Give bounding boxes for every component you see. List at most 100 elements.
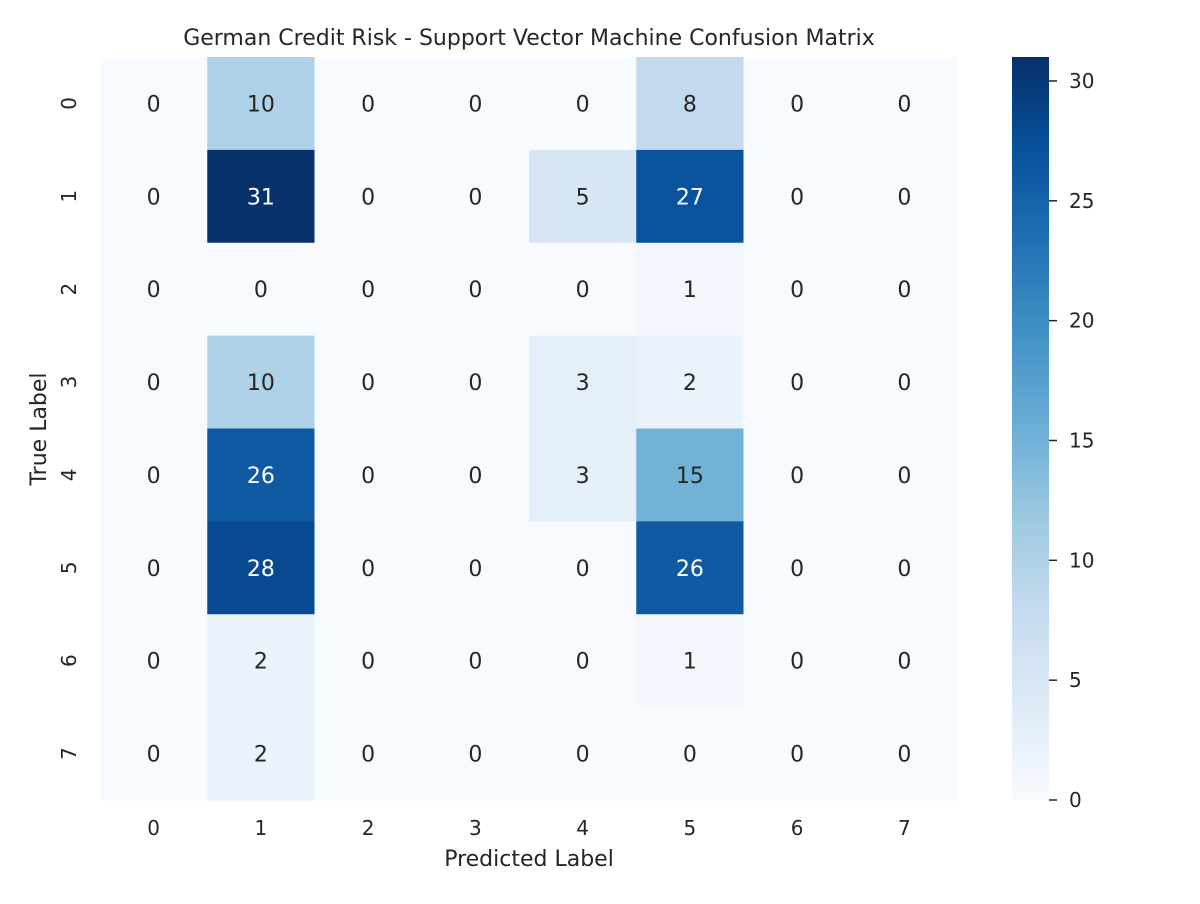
- cell-value-label: 0: [468, 371, 482, 396]
- heatmap-cell: [743, 614, 852, 708]
- x-tick-label: 6: [791, 816, 804, 840]
- cell-value-label: 26: [247, 464, 275, 489]
- cell-value-label: 0: [790, 278, 804, 303]
- heatmap-cell: [743, 521, 852, 615]
- heatmap-cell: [421, 428, 530, 522]
- cell-value-label: 0: [468, 743, 482, 768]
- cell-value-label: 0: [147, 185, 161, 210]
- heatmap-cell: [421, 242, 530, 337]
- heatmap-cell: [529, 428, 637, 522]
- heatmap-cell: [314, 707, 423, 801]
- cell-value-label: 8: [683, 92, 697, 117]
- heatmap-cell: [421, 335, 530, 430]
- cell-value-label: 0: [361, 650, 375, 675]
- cell-value-label: 5: [576, 185, 590, 210]
- cell-value-label: 26: [676, 557, 704, 582]
- heatmap-cell: [421, 521, 530, 615]
- heatmap-cell: [314, 242, 423, 337]
- heatmap-cell: [529, 149, 637, 244]
- heatmap-cell: [850, 428, 959, 522]
- heatmap-cell: [636, 707, 744, 801]
- heatmap-cell: [314, 614, 423, 708]
- cell-value-label: 1: [683, 650, 697, 675]
- heatmap-cell: [850, 521, 959, 615]
- cell-value-label: 0: [897, 650, 911, 675]
- cell-value-label: 0: [468, 650, 482, 675]
- cell-value-label: 0: [576, 557, 590, 582]
- x-tick-label: 1: [255, 816, 268, 840]
- x-tick-label: 5: [684, 816, 697, 840]
- x-axis-label: Predicted Label: [444, 847, 614, 872]
- cell-value-label: 0: [790, 650, 804, 675]
- cell-value-label: 0: [790, 185, 804, 210]
- cell-value-label: 0: [576, 743, 590, 768]
- heatmap-cells: [100, 57, 959, 801]
- cell-value-label: 0: [790, 92, 804, 117]
- cell-value-label: 15: [676, 464, 704, 489]
- cell-value-label: 0: [897, 92, 911, 117]
- heatmap-cell: [743, 428, 852, 522]
- cell-value-label: 0: [147, 650, 161, 675]
- heatmap-cell: [850, 242, 959, 337]
- cell-value-label: 3: [576, 371, 590, 396]
- heatmap-cell: [636, 521, 744, 615]
- x-tick-label: 2: [362, 816, 375, 840]
- heatmap-cell: [207, 57, 315, 151]
- heatmap-cell: [421, 149, 530, 244]
- cell-value-label: 0: [361, 743, 375, 768]
- heatmap-cell: [743, 242, 852, 337]
- cell-value-label: 27: [676, 185, 704, 210]
- heatmap-cell: [636, 149, 744, 244]
- cell-value-label: 0: [790, 464, 804, 489]
- colorbar-tick-label: 0: [1069, 788, 1082, 812]
- cell-value-label: 0: [147, 557, 161, 582]
- heatmap-cell: [100, 57, 208, 151]
- cell-value-label: 0: [361, 464, 375, 489]
- colorbar: 0 5 10 15 20 25 30: [1012, 57, 1094, 812]
- heatmap-cell: [314, 335, 423, 430]
- heatmap-cell: [100, 707, 208, 801]
- heatmap-cell: [207, 242, 315, 337]
- cell-value-label: 0: [897, 464, 911, 489]
- y-tick-label: 2: [57, 283, 81, 296]
- y-tick-label: 6: [57, 654, 81, 667]
- cell-value-label: 10: [247, 371, 275, 396]
- cell-value-label: 0: [468, 557, 482, 582]
- heatmap-cell: [850, 335, 959, 430]
- cell-value-label: 0: [897, 743, 911, 768]
- heatmap-cell: [100, 614, 208, 708]
- heatmap-cell: [100, 521, 208, 615]
- heatmap-cell: [743, 707, 852, 801]
- y-tick-label: 4: [57, 469, 81, 482]
- cell-value-label: 0: [468, 185, 482, 210]
- y-tick-label: 3: [57, 376, 81, 389]
- cell-value-label: 2: [683, 371, 697, 396]
- cell-value-label: 0: [147, 464, 161, 489]
- x-tick-label: 4: [576, 816, 589, 840]
- heatmap-cell: [743, 149, 852, 244]
- cell-value-label: 31: [247, 185, 275, 210]
- x-tick-label: 3: [469, 816, 482, 840]
- cell-value-label: 0: [897, 557, 911, 582]
- x-tick-label: 7: [898, 816, 911, 840]
- heatmap-cell: [207, 707, 315, 801]
- heatmap-cell: [529, 707, 637, 801]
- heatmap-cell: [850, 149, 959, 244]
- heatmap-cell: [314, 521, 423, 615]
- cell-value-label: 10: [247, 92, 275, 117]
- heatmap-cell: [529, 242, 637, 337]
- heatmap-cell: [743, 57, 852, 151]
- y-tick-label: 5: [57, 561, 81, 574]
- heatmap-cell: [207, 428, 315, 522]
- colorbar-tick-label: 15: [1069, 428, 1094, 452]
- heatmap-cell: [636, 428, 744, 522]
- heatmap-cell: [850, 707, 959, 801]
- cell-value-label: 0: [361, 92, 375, 117]
- heatmap-cell: [314, 149, 423, 244]
- cell-value-label: 0: [897, 371, 911, 396]
- x-axis-ticks: 0 1 2 3 4 5 6 7: [147, 816, 910, 840]
- cell-value-label: 0: [576, 650, 590, 675]
- cell-value-label: 28: [247, 557, 275, 582]
